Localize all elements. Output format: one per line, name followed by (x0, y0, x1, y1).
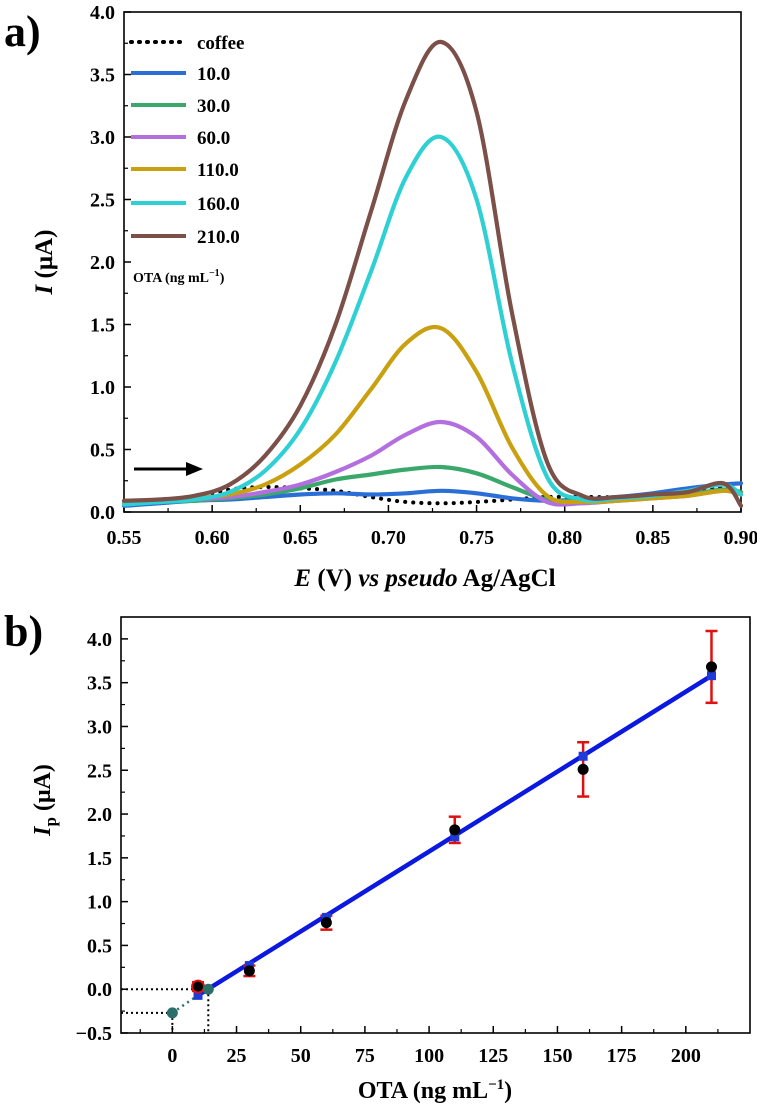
y-tick-label: 2.5 (90, 190, 115, 212)
y-intercept-point (166, 1007, 178, 1019)
y-tick-label: 2.0 (87, 804, 112, 826)
panel-b-ylabel: Ip (μA) (30, 764, 60, 837)
y-tick-label: 4.0 (87, 629, 112, 651)
x-tick-label: 0.55 (107, 527, 142, 549)
panel-b-axes: 0 25 50 75 100 125 150 175 200 −0.5 0.0 0.5 1.0 1.5 2.… (76, 629, 719, 1067)
y-tick-label: 2.5 (87, 760, 112, 782)
legend-label-160: 160.0 (197, 194, 240, 215)
panel-b-series (121, 629, 718, 1033)
panel-a-series (121, 39, 744, 508)
x-tick-label: 200 (671, 1045, 701, 1067)
y-tick-label: 2.0 (90, 252, 115, 274)
x-tick-label: 75 (355, 1045, 375, 1067)
y-tick-label: 0.0 (87, 979, 112, 1001)
x-intercept-point (202, 983, 214, 995)
panel-a-legend: coffee 10.0 30.0 60.0 110.0 160.0 210.0 … (129, 33, 244, 286)
panel-b-xlabel: OTA (ng mL−1) (358, 1077, 512, 1104)
measured-point (192, 981, 204, 993)
legend-label-coffee: coffee (197, 33, 244, 54)
legend-label-30: 30.0 (197, 96, 230, 117)
x-tick-label: 50 (291, 1045, 311, 1067)
y-tick-label: 3.0 (90, 127, 115, 149)
measured-point (577, 763, 589, 775)
x-tick-label: 0.90 (724, 527, 757, 549)
y-tick-label: 0.5 (87, 935, 112, 957)
measured-point (320, 917, 332, 929)
panel-a-xlabel: E (V) vs pseudo Ag/AgCl (293, 565, 555, 592)
x-tick-label: 0.75 (459, 527, 494, 549)
legend-label-10: 10.0 (197, 64, 230, 85)
x-tick-label: 0 (167, 1045, 177, 1067)
x-tick-label: 125 (478, 1045, 508, 1067)
y-tick-label: −0.5 (76, 1023, 112, 1045)
x-tick-label: 0.80 (547, 527, 582, 549)
x-tick-label: 25 (227, 1045, 247, 1067)
curve-110-0 (121, 325, 744, 505)
y-tick-label: 1.0 (90, 377, 115, 399)
y-tick-label: 3.5 (87, 673, 112, 695)
fitted-point (578, 751, 588, 761)
x-tick-label: 0.70 (371, 527, 406, 549)
y-tick-label: 1.0 (87, 892, 112, 914)
scan-direction-arrow (134, 462, 203, 476)
x-tick-label: 175 (607, 1045, 637, 1067)
fitted-point (193, 990, 203, 1000)
x-tick-label: 0.65 (283, 527, 318, 549)
y-tick-label: 3.5 (90, 65, 115, 87)
y-tick-label: 1.5 (90, 315, 115, 337)
y-tick-label: 0.5 (90, 440, 115, 462)
panel-a-frame (123, 11, 742, 513)
panel-a-ylabel: I (μA) (31, 230, 58, 296)
legend-label-210: 210.0 (197, 227, 240, 248)
measured-point (449, 824, 461, 836)
x-tick-label: 150 (542, 1045, 572, 1067)
panel-b-frame (120, 616, 751, 1034)
curve-210-0 (121, 39, 744, 508)
panel-b-label: b) (4, 607, 43, 656)
legend-units-title: OTA (ng mL−1) (133, 268, 225, 286)
measured-point (705, 661, 717, 673)
y-tick-label: 0.0 (90, 502, 115, 524)
panel-a-axes: 0.55 0.60 0.65 0.70 0.75 0.80 0.85 0.90 0.0 0.5 1.… (90, 2, 757, 549)
x-tick-label: 0.85 (635, 527, 670, 549)
y-tick-label: 4.0 (90, 2, 115, 24)
curve-coffee (122, 484, 743, 507)
legend-label-110: 110.0 (197, 160, 239, 181)
y-tick-label: 1.5 (87, 848, 112, 870)
fitted-point (706, 671, 716, 681)
x-tick-label: 100 (414, 1045, 444, 1067)
y-tick-label: 3.0 (87, 716, 112, 738)
fitted-point (450, 832, 460, 842)
x-tick-label: 0.60 (195, 527, 230, 549)
curve-160-0 (121, 134, 744, 507)
legend-label-60: 60.0 (197, 128, 230, 149)
measured-point (243, 965, 255, 977)
panel-a-label: a) (4, 7, 41, 56)
